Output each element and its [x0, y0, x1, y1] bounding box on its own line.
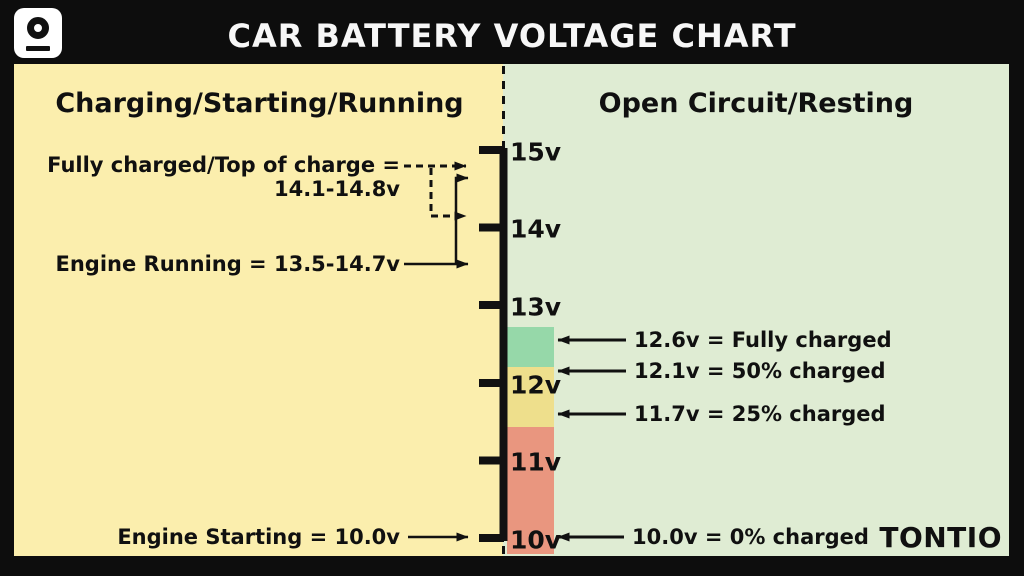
axis-label-10v: 10v: [510, 525, 562, 555]
tontio-logo-icon: [14, 8, 62, 58]
resting-panel-background: [503, 64, 1009, 556]
axis-label-12v: 12v: [510, 370, 562, 400]
annotation-12-1v-50-charged: 12.1v = 50% charged: [634, 359, 886, 383]
charging-panel-background: [14, 64, 503, 556]
axis-label-14v: 14v: [510, 214, 562, 244]
annotation-10-0v-0-charged: 10.0v = 0% charged: [632, 525, 869, 549]
page-title: CAR BATTERY VOLTAGE CHART: [227, 17, 797, 55]
annotation-11-7v-25-charged: 11.7v = 25% charged: [634, 402, 886, 426]
axis-label-13v: 13v: [510, 292, 562, 322]
right-panel-title: Open Circuit/Resting: [598, 88, 914, 119]
chart-area: [14, 64, 1009, 556]
brand-wordmark: TONTIO: [879, 521, 1002, 554]
engine-running-annotation: Engine Running = 13.5-14.7v: [55, 252, 400, 276]
fully-charged-annotation: Fully charged/Top of charge = 14.1-14.8v: [47, 153, 400, 201]
logo-bar-shape: [26, 46, 50, 51]
fully-charged-line1: Fully charged/Top of charge =: [47, 153, 400, 177]
axis-label-15v: 15v: [510, 137, 562, 167]
logo-ring-shape: [27, 17, 49, 39]
engine-starting-annotation: Engine Starting = 10.0v: [117, 525, 400, 549]
fully-charged-line2: 14.1-14.8v: [273, 177, 400, 201]
left-panel-title: Charging/Starting/Running: [55, 88, 464, 119]
annotation-12-6v-fully-charged: 12.6v = Fully charged: [634, 328, 892, 352]
axis-label-11v: 11v: [510, 447, 562, 477]
